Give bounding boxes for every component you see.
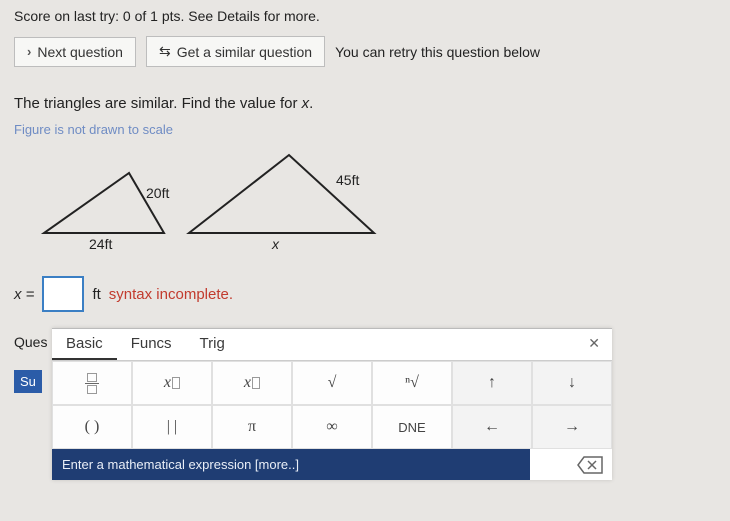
similar-question-button[interactable]: ⇆ Get a similar question (146, 36, 325, 67)
large-base-label: x (271, 236, 280, 252)
action-row: › Next question ⇆ Get a similar question… (14, 36, 716, 67)
key-parens[interactable]: ( ) (52, 405, 132, 449)
key-pi[interactable]: π (212, 405, 292, 449)
question-prompt: The triangles are similar. Find the valu… (14, 95, 716, 112)
small-hyp-label: 20ft (146, 185, 169, 201)
expression-entry[interactable]: Enter a mathematical expression [more..] (52, 449, 530, 480)
tab-funcs[interactable]: Funcs (117, 329, 186, 360)
key-abs[interactable]: | | (132, 405, 212, 449)
key-sqrt[interactable]: √ (292, 361, 372, 405)
submit-label[interactable]: Su (14, 370, 42, 393)
key-dne[interactable]: DNE (372, 405, 452, 449)
answer-lhs: x = (14, 286, 34, 303)
similar-question-label: Get a similar question (177, 44, 312, 60)
tab-basic[interactable]: Basic (52, 329, 117, 360)
key-down[interactable]: ↓ (532, 361, 612, 405)
backspace-button[interactable] (568, 450, 612, 480)
key-nth-root[interactable]: ⁿ√ (372, 361, 452, 405)
large-hyp-label: 45ft (336, 172, 359, 188)
key-up[interactable]: ↑ (452, 361, 532, 405)
retry-icon: ⇆ (159, 43, 171, 60)
answer-error: syntax incomplete. (109, 286, 233, 303)
fraction-icon (85, 373, 99, 394)
next-question-button[interactable]: › Next question (14, 37, 136, 67)
prompt-suffix: . (309, 95, 313, 112)
pad-tabs: Basic Funcs Trig ✕ (52, 329, 612, 361)
key-right[interactable]: → (532, 405, 612, 449)
answer-input[interactable] (42, 276, 84, 312)
math-pad: Ques Su Basic Funcs Trig ✕ x x √ ⁿ√ ↑ ↓ … (14, 328, 716, 480)
chevron-right-icon: › (27, 44, 31, 59)
close-icon[interactable]: ✕ (576, 329, 612, 360)
scale-note: Figure is not drawn to scale (14, 122, 716, 137)
prompt-prefix: The triangles are similar. Find the valu… (14, 95, 302, 112)
key-power[interactable]: x (132, 361, 212, 405)
score-line: Score on last try: 0 of 1 pts. See Detai… (14, 8, 716, 24)
small-base-label: 24ft (89, 236, 112, 252)
answer-row: x = ft syntax incomplete. (14, 276, 716, 312)
key-left[interactable]: ← (452, 405, 532, 449)
retry-text: You can retry this question below (335, 44, 540, 60)
key-fraction[interactable] (52, 361, 132, 405)
next-question-label: Next question (37, 44, 123, 60)
tab-trig[interactable]: Trig (186, 329, 239, 360)
key-infinity[interactable]: ∞ (292, 405, 372, 449)
backspace-icon (577, 456, 603, 474)
key-grid: x x √ ⁿ√ ↑ ↓ ( ) | | π ∞ DNE ← → (52, 361, 612, 449)
answer-unit: ft (92, 286, 100, 303)
questions-label: Ques (14, 334, 47, 350)
key-subscript[interactable]: x (212, 361, 292, 405)
triangles-figure: 20ft 24ft 45ft x (14, 143, 716, 258)
